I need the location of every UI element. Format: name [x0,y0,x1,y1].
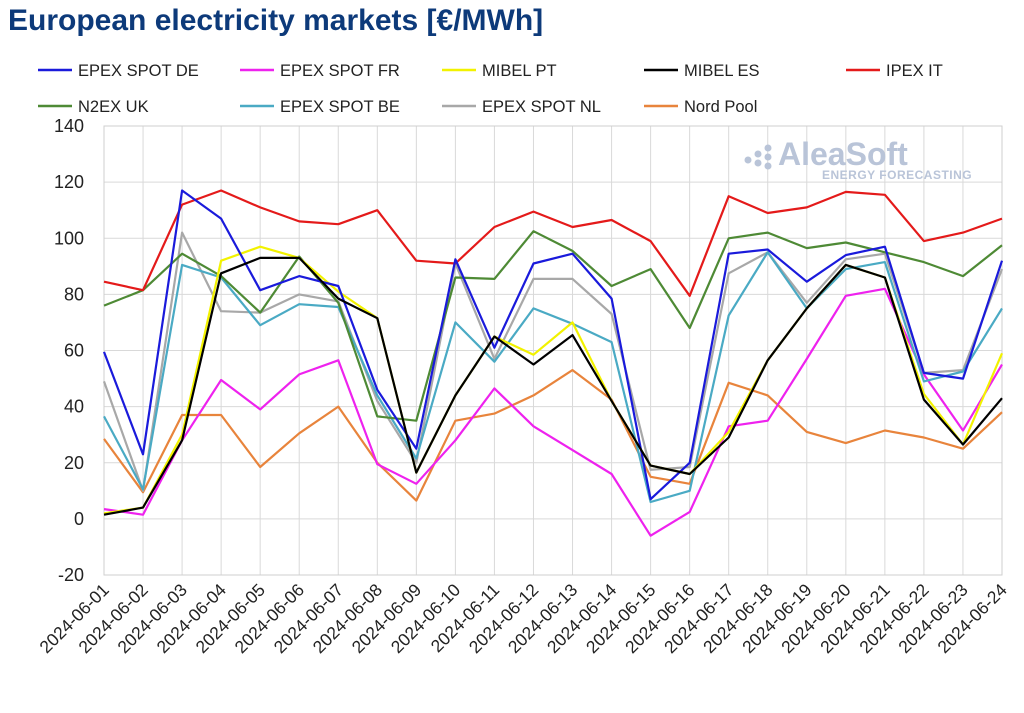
legend-label: MIBEL ES [684,62,760,80]
series-line-epex-spot-de [102,189,1004,501]
logo-dot [764,153,772,161]
legend-label: MIBEL PT [482,62,557,80]
y-tick-label: 20 [64,453,84,473]
legend-item: MIBEL PT [442,62,557,80]
legend-label: IPEX IT [886,62,943,80]
legend-item: EPEX SPOT DE [38,62,199,80]
series-line-ipex-it [103,189,1003,297]
legend-item: N2EX UK [38,98,149,116]
series-line-nord-pool [103,369,1003,502]
y-tick-label: 120 [54,172,84,192]
series-line-n2ex-uk [103,230,1003,422]
legend: EPEX SPOT DE EPEX SPOT FR MIBEL PT MIBEL ES… [38,62,943,116]
y-tick-label: 140 [54,116,84,136]
chart-title: European electricity markets [€/MWh] [8,4,544,37]
y-tick-label: -20 [58,565,84,585]
legend-label: N2EX UK [78,98,149,116]
legend-item: Nord Pool [644,98,757,116]
logo-dot [744,156,752,164]
legend-label: EPEX SPOT FR [280,62,400,80]
legend-item: EPEX SPOT FR [240,62,400,80]
logo-dot [764,144,772,152]
legend-label: EPEX SPOT BE [280,98,400,116]
series-line-mibel-pt [103,245,1004,515]
logo-dot [754,159,762,167]
legend-label: EPEX SPOT NL [482,98,601,116]
y-tick-label: 60 [64,341,84,361]
y-tick-label: 80 [64,284,84,304]
watermark-logo: AleaSoft ENERGY FORECASTING [744,136,972,182]
series-line-epex-spot-fr [103,287,1003,537]
y-tick-label: 40 [64,397,84,417]
logo-dot [754,150,762,158]
logo-name: AleaSoft [778,136,908,172]
logo-dot [764,162,772,170]
legend-item: IPEX IT [846,62,943,80]
y-tick-label: 0 [74,509,84,529]
series-line-epex-spot-be [103,251,1003,504]
series-line-mibel-es [103,256,1003,516]
legend-item: EPEX SPOT BE [240,98,400,116]
legend-item: EPEX SPOT NL [442,98,601,116]
legend-item: MIBEL ES [644,62,760,80]
gridlines [103,125,1003,576]
y-tick-label: 100 [54,228,84,248]
series-lines [102,189,1004,537]
plot-border [103,125,1003,576]
logo-tagline: ENERGY FORECASTING [822,168,972,182]
series-line-epex-spot-nl [102,231,1004,492]
legend-label: Nord Pool [684,98,757,116]
legend-label: EPEX SPOT DE [78,62,199,80]
